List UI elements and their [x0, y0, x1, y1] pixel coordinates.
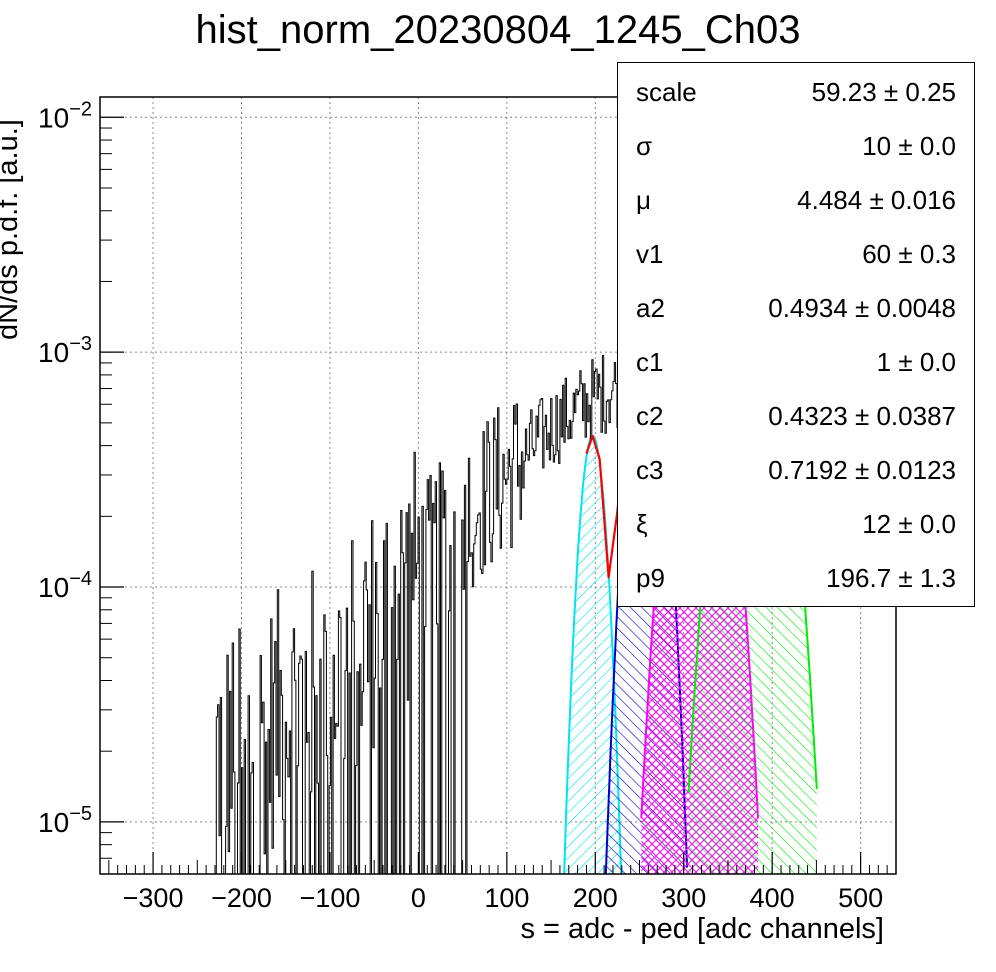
stat-name: scale: [636, 77, 697, 107]
x-tick-label: −200: [211, 883, 272, 913]
stat-value: 196.7 ± 1.3: [826, 563, 956, 593]
fit-stats-box: scale 59.23 ± 0.25 σ 10 ± 0.0 μ 4.484 ± 0.016…: [617, 62, 975, 607]
y-tick-label: 10−3: [38, 333, 92, 368]
y-axis-label: dN/ds p.d.f. [a.u.]: [0, 119, 24, 340]
x-axis-label: s = adc - ped [adc channels]: [520, 913, 884, 945]
y-tick-label: 10−4: [38, 568, 92, 603]
stat-name: σ: [636, 131, 653, 161]
y-tick-label: 10−2: [38, 98, 92, 133]
stat-name: μ: [636, 185, 651, 215]
x-tick-label: −300: [123, 883, 184, 913]
stat-value: 59.23 ± 0.25: [811, 77, 956, 107]
stat-row: scale 59.23 ± 0.25: [618, 77, 974, 131]
stat-row: c2 0.4323 ± 0.0387: [618, 401, 974, 455]
stat-name: v1: [636, 239, 664, 269]
x-tick-label: 400: [750, 883, 795, 913]
histogram-line: [215, 338, 632, 874]
stat-row: ξ 12 ± 0.0: [618, 509, 974, 563]
stat-name: c2: [636, 401, 664, 431]
stat-name: ξ: [636, 509, 648, 539]
x-tick-label: 0: [411, 883, 426, 913]
stat-row: p9 196.7 ± 1.3: [618, 563, 974, 617]
axes: −300 −200 −100 0 100 200 300 400 500 10−5 10−4 10−3…: [38, 98, 897, 913]
stat-name: p9: [636, 563, 665, 593]
stat-row: a2 0.4934 ± 0.0048: [618, 293, 974, 347]
x-tick-label: 300: [661, 883, 706, 913]
chart-title: hist_norm_20230804_1245_Ch03: [195, 8, 801, 52]
stat-value: 0.4323 ± 0.0387: [768, 401, 956, 431]
x-tick-label: 200: [573, 883, 618, 913]
x-tick-label: 100: [484, 883, 529, 913]
stat-row: c3 0.7192 ± 0.0123: [618, 455, 974, 509]
stat-name: c3: [636, 455, 664, 485]
stat-row: μ 4.484 ± 0.016: [618, 185, 974, 239]
stat-value: 0.4934 ± 0.0048: [768, 293, 956, 323]
stat-row: v1 60 ± 0.3: [618, 239, 974, 293]
stat-value: 10 ± 0.0: [862, 131, 956, 161]
stat-row: σ 10 ± 0.0: [618, 131, 974, 185]
stat-value: 60 ± 0.3: [862, 239, 956, 269]
stat-name: a2: [636, 293, 665, 323]
y-tick-label: 10−5: [38, 803, 92, 838]
stat-value: 4.484 ± 0.016: [797, 185, 956, 215]
stat-value: 0.7192 ± 0.0123: [768, 455, 956, 485]
stat-row: c1 1 ± 0.0: [618, 347, 974, 401]
x-tick-label: −100: [300, 883, 361, 913]
stat-value: 1 ± 0.0: [876, 347, 956, 377]
stat-value: 12 ± 0.0: [862, 509, 956, 539]
x-tick-label: 500: [838, 883, 883, 913]
stat-name: c1: [636, 347, 664, 377]
